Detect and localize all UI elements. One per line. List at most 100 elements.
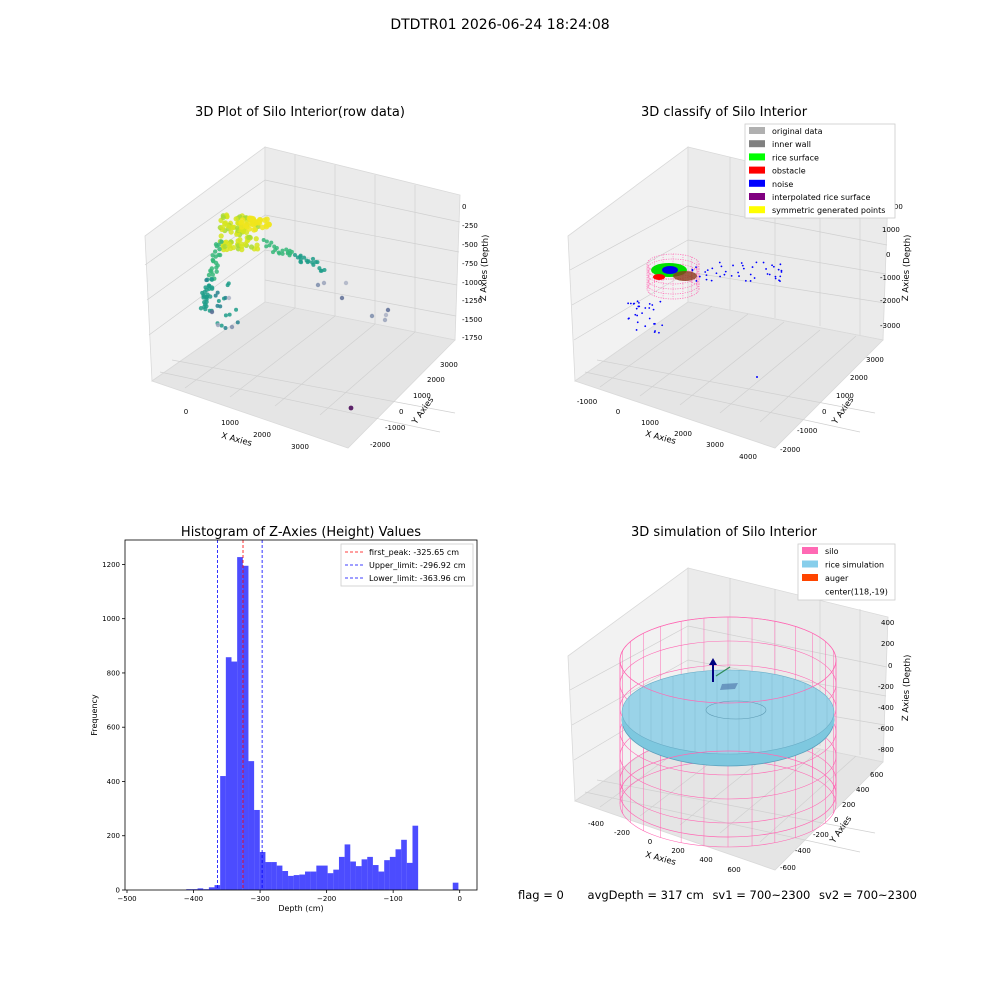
- status-footer: flag = 0 avgDepth = 317 cm sv1 = 700~230…: [518, 888, 988, 902]
- simulation-y-tick: 400: [856, 786, 869, 794]
- raw-data-point: [248, 244, 255, 250]
- histogram-bar: [355, 866, 362, 890]
- classify-noise-point: [766, 273, 769, 275]
- simulation-z-tick: -400: [878, 704, 894, 712]
- simulation-x-tick: -200: [614, 829, 630, 837]
- classify-noise-point: [644, 325, 647, 328]
- simulation-legend-label: auger: [825, 574, 849, 583]
- panel-simulation-3d: 3D simulation of Silo Interior -400 -2: [567, 525, 913, 874]
- classify-noise-point: [772, 265, 775, 268]
- histogram-y-tick-label: 1000: [102, 615, 120, 623]
- classify-noise-point: [653, 322, 656, 325]
- simulation-z-axis: 400 200 0 -200 -400 -600 -800 Z Axies (D…: [878, 619, 913, 754]
- raw-data-point: [280, 251, 285, 256]
- raw-x-tick: 1000: [221, 419, 239, 427]
- raw-y-tick: 0: [399, 408, 403, 416]
- raw-data-point: [223, 295, 228, 300]
- auger-arrow-head: [709, 658, 717, 665]
- simulation-plot-title: 3D simulation of Silo Interior: [631, 525, 818, 540]
- raw-data-point: [318, 268, 323, 273]
- classify-noise-point: [715, 272, 718, 275]
- classify-noise-point: [774, 275, 777, 278]
- raw-data-point: [253, 236, 259, 242]
- simulation-legend-label: silo: [825, 547, 839, 556]
- classify-z-tick: -3000: [880, 322, 900, 330]
- raw-data-point: [230, 244, 237, 251]
- histogram-x-tick-label: −500: [117, 895, 136, 903]
- raw-data-point: [306, 259, 311, 264]
- histogram-x-tick-label: −300: [250, 895, 269, 903]
- classify-legend-swatch: [749, 179, 765, 187]
- classify-noise-point: [740, 262, 743, 264]
- raw-x-tick: 2000: [253, 431, 271, 439]
- raw-z-tick: -250: [462, 222, 478, 230]
- classify-x-tick: 4000: [739, 453, 757, 461]
- simulation-legend-swatch: [802, 560, 818, 568]
- classify-legend-label: rice surface: [772, 153, 819, 162]
- simulation-legend: silo rice simulation auger center(118,-19): [797, 543, 896, 601]
- simulation-y-tick: -600: [780, 864, 796, 872]
- classify-x-tick: -1000: [577, 398, 597, 406]
- classify-noise-point: [777, 268, 780, 271]
- raw-z-tick: -500: [462, 241, 478, 249]
- histogram-x-tick-label: −400: [184, 895, 203, 903]
- histogram-bar: [203, 889, 209, 890]
- raw-data-point: [237, 236, 243, 243]
- classify-noise-point: [780, 269, 783, 272]
- raw-data-point: [219, 224, 226, 231]
- histogram-bar: [367, 856, 373, 890]
- simulation-x-tick: 0: [648, 838, 652, 846]
- raw-data-point: [223, 326, 228, 331]
- histogram-y-tick-label: 200: [107, 832, 120, 840]
- raw-data-point: [210, 272, 215, 277]
- histogram-bar: [288, 875, 294, 890]
- classify-plot-title: 3D classify of Silo Interior: [641, 105, 808, 120]
- raw-data-point: [277, 251, 282, 256]
- simulation-x-tick: 200: [671, 847, 684, 855]
- raw-data-point: [269, 240, 274, 245]
- raw-data-point: [310, 256, 315, 261]
- simulation-z-axis-label: Z Axies (Depth): [901, 654, 913, 721]
- auger-center-patch: [720, 683, 738, 690]
- classify-noise-point: [705, 278, 708, 281]
- classify-noise-point: [718, 261, 721, 264]
- histogram-bar: [231, 661, 238, 890]
- raw-data-point: [207, 284, 212, 289]
- raw-z-axis: 0 -250 -500 -750 -1000 -1250 -1500 -1750…: [462, 203, 491, 342]
- raw-data-point: [215, 303, 220, 308]
- raw-data-point: [211, 258, 216, 264]
- classify-noise-point: [742, 267, 745, 270]
- classify-noise-point: [659, 300, 662, 303]
- histogram-y-tick-label: 0: [116, 887, 120, 895]
- classify-legend-swatch: [749, 166, 765, 174]
- simulation-y-tick: -200: [813, 831, 829, 839]
- histogram-bar: [259, 852, 266, 890]
- classify-legend-label: noise: [772, 180, 793, 189]
- sv2-readout: sv2 = 700~2300: [819, 888, 917, 902]
- classify-noise-point: [638, 301, 640, 304]
- raw-z-axis-label: Z Axies (Depth): [479, 234, 491, 301]
- raw-data-point: [210, 253, 215, 258]
- simulation-legend-swatch: [802, 547, 818, 554]
- classify-noise-point: [636, 321, 639, 324]
- classify-noise-point: [636, 300, 639, 303]
- classify-noise-point: [732, 264, 734, 267]
- histogram-bar: [186, 889, 192, 890]
- figure-suptitle: DTDTR01 2026-06-24 18:24:08: [390, 17, 610, 33]
- classify-noise-point: [627, 317, 630, 320]
- histogram-bar: [361, 859, 368, 890]
- simulation-legend-entries: silo rice simulation auger center(118,-19): [802, 547, 888, 597]
- raw-data-point: [264, 239, 269, 244]
- classify-x-tick: 3000: [706, 441, 724, 449]
- histogram-bar: [254, 809, 260, 890]
- raw-data-point: [212, 249, 218, 254]
- raw-z-tick: -1750: [462, 334, 482, 342]
- histogram-bar: [310, 871, 317, 890]
- raw-y-tick: 3000: [440, 361, 458, 369]
- histogram-legend-label: Lower_limit: -363.96 cm: [369, 574, 466, 583]
- raw-data-point: [203, 306, 208, 312]
- histogram-bar: [389, 856, 396, 890]
- raw-data-point: [226, 281, 231, 286]
- raw-data-point: [198, 306, 204, 311]
- raw-data-point: [348, 405, 354, 411]
